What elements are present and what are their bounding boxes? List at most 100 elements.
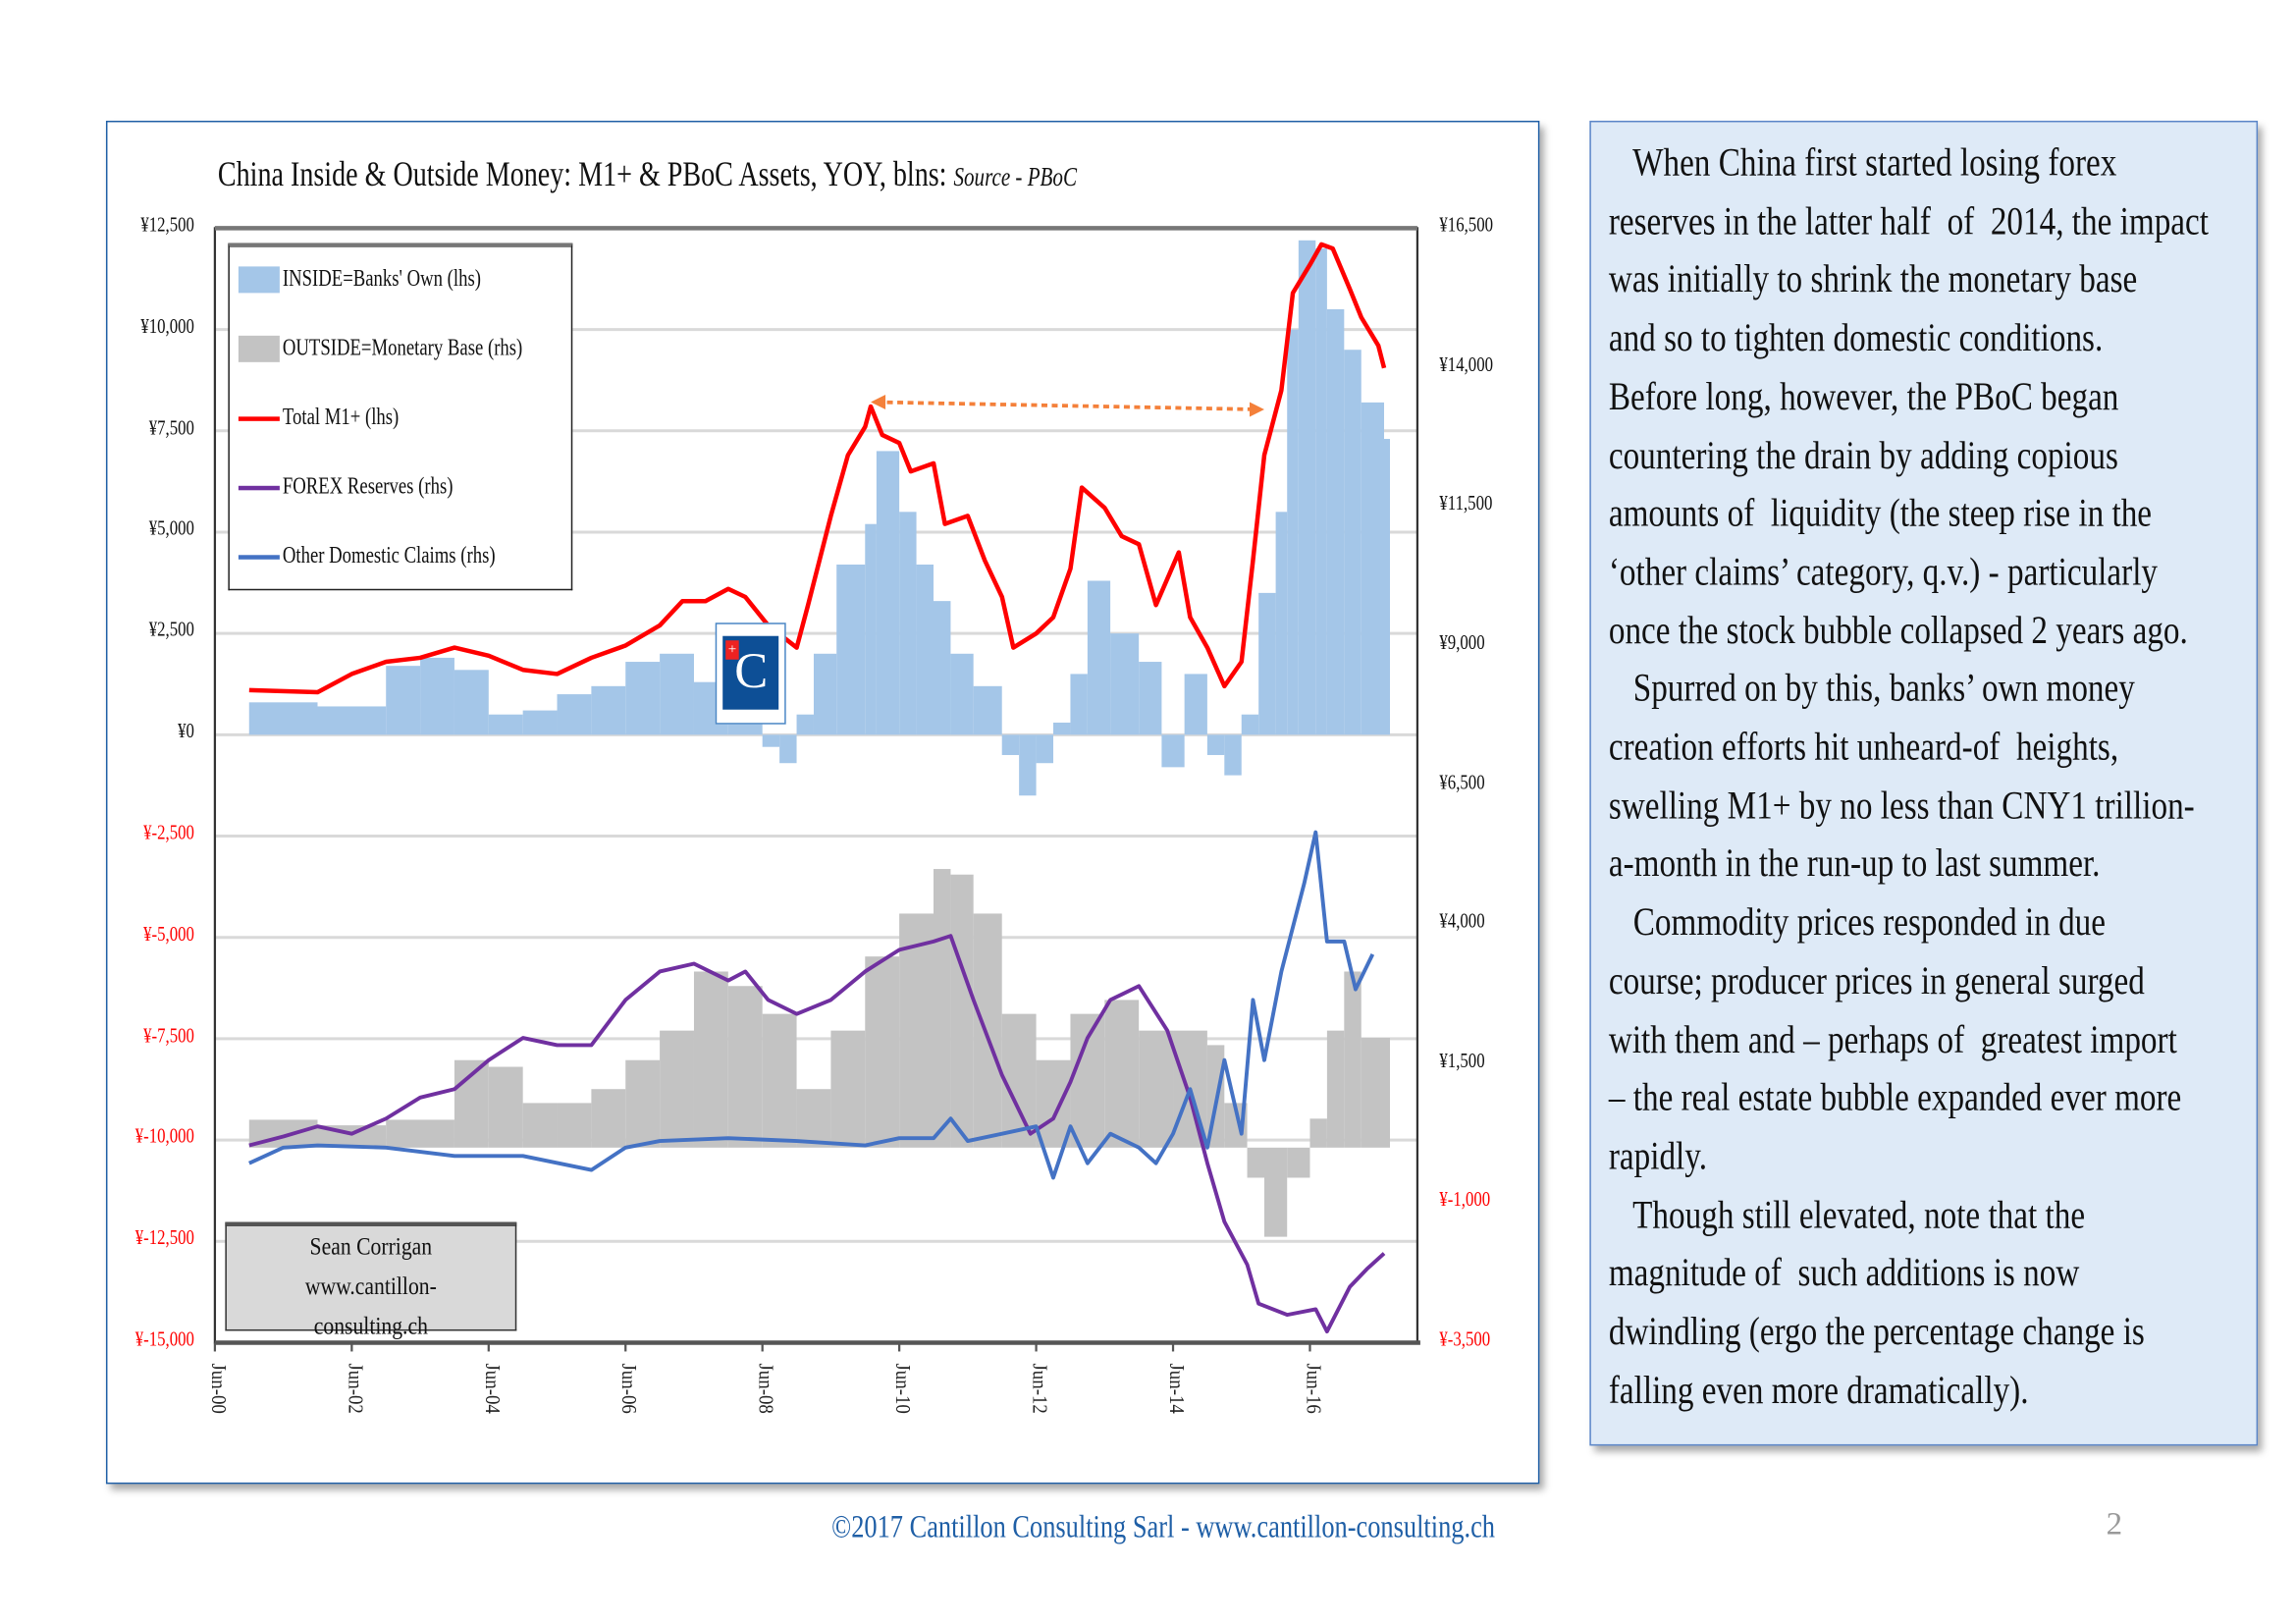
legend-item: FOREX Reserves (rhs) (238, 472, 502, 502)
inside-bar (1361, 402, 1384, 735)
inside-bar (1139, 662, 1162, 735)
outside-bar (1139, 1030, 1174, 1148)
commentary-line: ‘other claims’ category, q.v.) - particu… (1608, 549, 2159, 594)
legend-label: FOREX Reserves (rhs) (282, 473, 454, 500)
outside-bar (660, 1030, 694, 1148)
x-tick-label: Jun-10 (890, 1363, 913, 1414)
y-left-tick-label: ¥-7,500 (143, 1025, 194, 1048)
commentary-line: When China first started losing forex (1608, 139, 2117, 185)
inside-bar (796, 714, 814, 735)
author-name: Sean Corrigan (309, 1231, 433, 1261)
outside-bar (1344, 971, 1362, 1148)
x-tick-label: Jun-14 (1164, 1363, 1187, 1414)
y-right-tick-label: ¥6,500 (1439, 772, 1485, 794)
legend-label: Total M1+ (lhs) (282, 405, 400, 430)
commentary-line: – the real estate bubble expanded ever m… (1608, 1074, 2182, 1119)
inside-bar (933, 601, 951, 735)
legend-item: Total M1+ (lhs) (238, 404, 432, 433)
inside-bar (950, 653, 974, 735)
inside-bar (1258, 592, 1276, 735)
commentary-line: Before long, however, the PBoC began (1608, 373, 2119, 418)
commentary-line: swelling M1+ by no less than CNY1 trilli… (1608, 783, 2195, 828)
legend-swatch-bar (238, 266, 280, 294)
commentary-line: rapidly. (1608, 1133, 1708, 1178)
inside-bar (1275, 512, 1288, 735)
commentary-line: creation efforts hit unheard-of heights, (1608, 724, 2119, 769)
arrowhead-right (1249, 402, 1264, 417)
legend-item: OUTSIDE=Monetary Base (rhs) (238, 334, 590, 363)
inside-bar (591, 685, 626, 735)
y-left-tick-label: ¥-2,500 (143, 823, 194, 845)
outside-bar (796, 1089, 831, 1148)
commentary-line: Though still elevated, note that the (1608, 1191, 2086, 1236)
y-left-tick-label: ¥2,500 (148, 620, 194, 643)
x-tick-label: Jun-04 (479, 1363, 503, 1414)
commentary-line: was initially to shrink the monetary bas… (1608, 256, 2138, 301)
inside-bar (899, 512, 917, 735)
x-tick-label: Jun-00 (205, 1363, 229, 1414)
outside-bar (1361, 1038, 1384, 1148)
inside-bar (973, 685, 1002, 735)
outside-bar (1036, 1059, 1071, 1148)
logo-c-glyph: C (734, 644, 769, 700)
y-left-tick-label: ¥-10,000 (134, 1126, 194, 1150)
inside-bar (386, 666, 421, 735)
forex-reserves-rhs--line (248, 934, 1386, 1334)
inside-bar (454, 670, 489, 735)
inside-bar (625, 662, 661, 735)
outside-bar (488, 1066, 523, 1148)
logo-emblem: + C (722, 635, 779, 710)
inside-bar (1298, 240, 1316, 735)
y-left-tick-label: ¥10,000 (140, 316, 194, 339)
inside-bar (865, 523, 877, 735)
outside-bar (522, 1103, 558, 1148)
commentary-line: dwindling (ergo the percentage change is (1608, 1308, 2145, 1353)
y-right-tick-label: ¥-1,000 (1439, 1190, 1491, 1213)
inside-bar (1036, 734, 1054, 764)
inside-bar (1087, 580, 1111, 735)
y-right-tick-label: ¥9,000 (1439, 632, 1485, 656)
commentary-line: falling even more dramatically). (1608, 1367, 2029, 1412)
commentary-line: a-month in the run-up to last summer. (1608, 840, 2101, 886)
x-tick-label: Jun-08 (753, 1363, 776, 1414)
commentary-panel: When China first started losing forex res… (1589, 120, 2259, 1446)
inside-bar (1070, 674, 1088, 735)
inside-bar (1001, 734, 1020, 755)
commentary-line: magnitude of such additions is now (1608, 1250, 2080, 1295)
commentary-line: countering the drain by adding copious (1608, 432, 2118, 477)
inside-bar (317, 706, 387, 735)
author-url[interactable]: www.cantillon-consulting.ch (304, 1272, 437, 1340)
outside-bar (950, 874, 974, 1148)
y-right-tick-label: ¥4,000 (1439, 911, 1485, 934)
x-tick-label: Jun-02 (343, 1363, 365, 1414)
inside-bar (522, 710, 558, 735)
inside-bar (1315, 248, 1327, 735)
page-number: 2 (2106, 1504, 2123, 1542)
outside-bar (1104, 1000, 1140, 1148)
outside-bar (973, 913, 1002, 1148)
inside-bar (1241, 714, 1259, 735)
inside-bar (916, 564, 934, 735)
inside-bar (248, 702, 318, 735)
inside-bar (1224, 734, 1242, 776)
swiss-flag-icon: + (725, 640, 739, 660)
chart-title-text: China Inside & Outside Money: M1+ & PBoC… (217, 155, 947, 194)
legend-label: OUTSIDE=Monetary Base (rhs) (282, 335, 523, 361)
outside-bar (727, 986, 763, 1148)
inside-bar (1287, 329, 1299, 735)
legend-item: Other Domestic Claims (rhs) (238, 542, 556, 571)
inside-bar (1206, 734, 1225, 755)
legend-swatch-bar (238, 335, 280, 362)
author-box: Sean Corrigan www.cantillon-consulting.c… (225, 1221, 517, 1339)
y-left-tick-label: ¥12,500 (140, 214, 194, 238)
inside-bar (1326, 308, 1345, 735)
cantillon-logo: + C (715, 623, 786, 725)
arrowhead-left (871, 395, 886, 410)
commentary-line: once the stock bubble collapsed 2 years … (1608, 607, 2188, 652)
inside-bar (557, 694, 592, 735)
other-domestic-claims-rhs--line (248, 830, 1375, 1180)
commentary-line: Spurred on by this, banks’ own money (1608, 666, 2135, 711)
chart-legend: INSIDE=Banks' Own (lhs) OUTSIDE=Monetary … (228, 243, 786, 725)
outside-bar (933, 869, 951, 1148)
y-left-tick-label: ¥-12,500 (134, 1227, 194, 1251)
